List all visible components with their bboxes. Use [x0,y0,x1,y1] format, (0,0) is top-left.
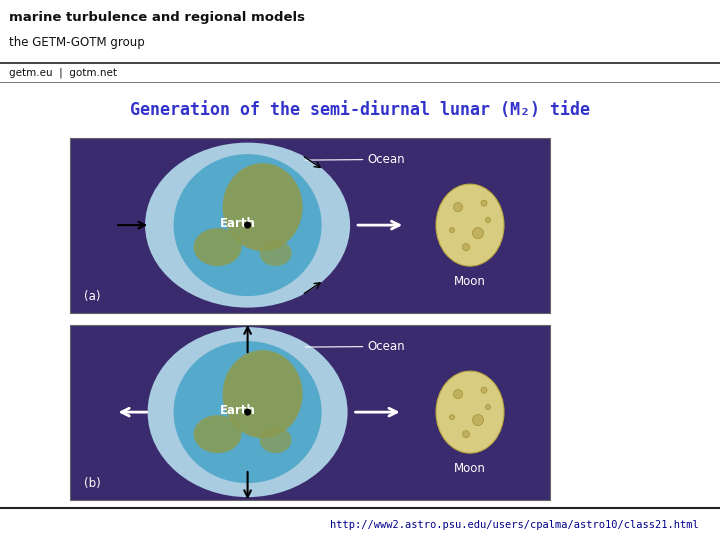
Ellipse shape [194,228,242,266]
Ellipse shape [145,143,350,308]
Ellipse shape [481,200,487,206]
Ellipse shape [454,390,462,399]
Text: (a): (a) [84,290,101,303]
Ellipse shape [454,202,462,212]
Circle shape [244,409,251,416]
Text: Ocean: Ocean [368,340,405,353]
Text: Earth: Earth [220,217,256,230]
Text: the GETM-GOTM group: the GETM-GOTM group [9,36,145,49]
Ellipse shape [462,244,469,251]
Text: (b): (b) [84,477,101,490]
Ellipse shape [449,228,454,233]
Ellipse shape [472,415,484,426]
Text: Generation of the semi-diurnal lunar (M₂) tide: Generation of the semi-diurnal lunar (M₂… [130,100,590,119]
Ellipse shape [222,350,302,438]
Ellipse shape [436,371,504,453]
Ellipse shape [449,415,454,420]
Ellipse shape [148,327,348,497]
Text: Moon: Moon [454,275,486,288]
Ellipse shape [481,387,487,393]
Bar [70,138,550,313]
Text: Ocean: Ocean [368,153,405,166]
Text: Earth: Earth [220,403,256,417]
Bar [70,325,550,500]
Text: marine turbulence and regional models: marine turbulence and regional models [9,11,305,24]
Text: Moon: Moon [454,462,486,475]
Circle shape [244,221,251,228]
Ellipse shape [260,240,292,266]
Text: getm.eu  |  gotm.net: getm.eu | gotm.net [9,68,117,78]
Text: http://www2.astro.psu.edu/users/cpalma/astro10/class21.html: http://www2.astro.psu.edu/users/cpalma/a… [330,520,698,530]
Ellipse shape [194,415,242,453]
Ellipse shape [174,154,322,296]
Ellipse shape [222,163,302,251]
Ellipse shape [485,218,490,222]
Ellipse shape [462,430,469,437]
Ellipse shape [174,341,322,483]
Ellipse shape [485,404,490,410]
Ellipse shape [260,427,292,453]
Ellipse shape [472,228,484,239]
Ellipse shape [436,184,504,266]
